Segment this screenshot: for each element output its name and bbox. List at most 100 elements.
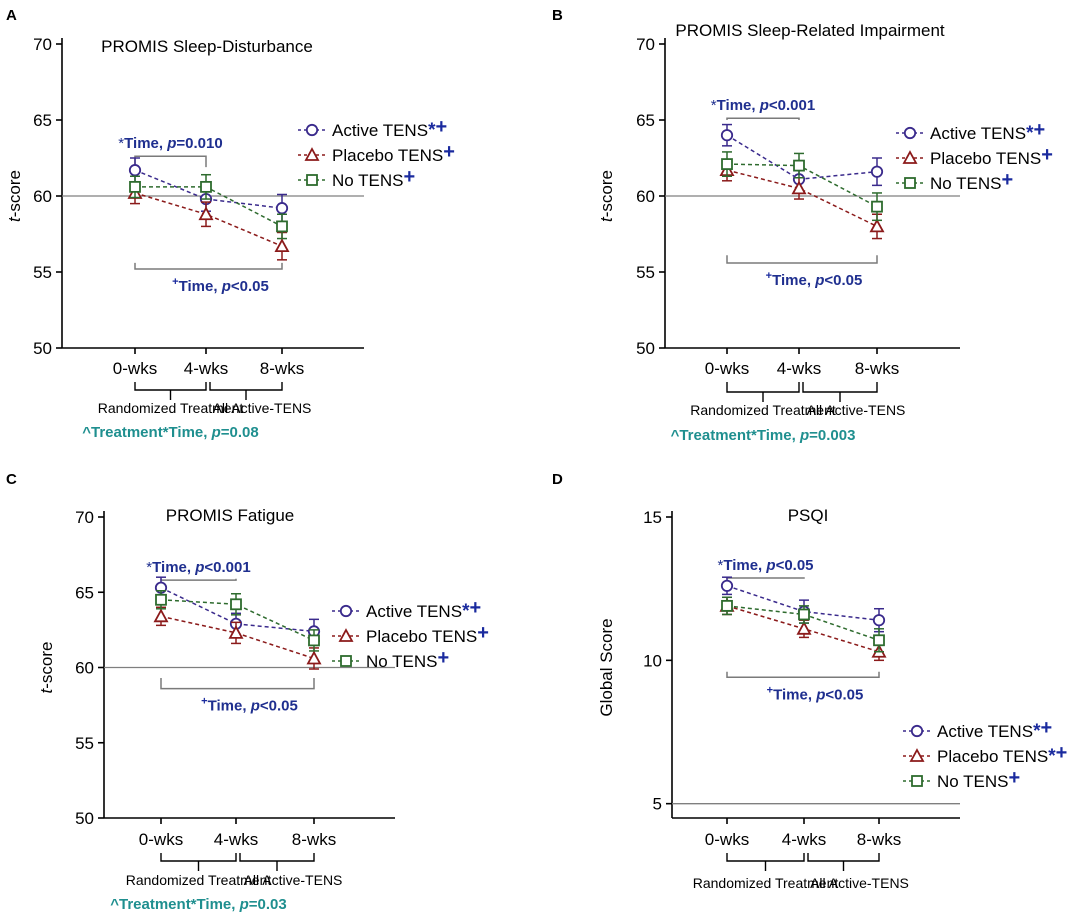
time-annotation-bottom: +Time, p<0.05 [201,696,298,715]
y-tick-label: 70 [75,508,94,527]
y-tick-label: 50 [636,339,655,358]
y-axis-label: t-score [37,642,56,694]
active-bracket [239,853,315,862]
legend-marker [911,775,923,787]
series-placebo [153,606,322,670]
randomized-bracket [726,382,800,393]
x-tick-label: 0-wks [139,830,183,849]
data-point-placebo [198,206,214,221]
time-annotation-value: <0.001 [769,97,815,114]
active-bracket [807,853,880,862]
legend-item-none: No TENS+ [896,169,1013,193]
legend-star: * [1048,746,1056,767]
legend-label: Placebo TENS+ [332,141,455,165]
legend-label: Active TENS*+ [366,597,481,622]
data-point-none [873,634,885,647]
x-tick-label: 8-wks [292,830,336,849]
series-line-active [726,134,878,181]
data-point-placebo [228,625,244,639]
time-annotation-label: Time, [723,557,766,574]
time-annotation-value: =0.010 [176,135,222,152]
data-point-placebo [306,650,322,665]
data-point-active [870,165,884,178]
time-annotation-p: p [194,559,204,576]
x-tick-label: 0-wks [113,359,157,378]
time-bracket-bottom [726,671,880,679]
y-axis-label: t-score [597,170,616,222]
panel-letter: B [552,7,563,24]
y-axis-label: t-score [5,170,24,222]
legend-plus: + [435,116,447,138]
randomized-treatment-label: Randomized Treatment [98,400,244,416]
y-tick-label: 5 [653,795,662,814]
interaction-text: ^Treatment*Time, [110,896,239,913]
time-annotation-prefix: * [146,559,152,576]
x-tick-label: 8-wks [855,359,899,378]
legend-label-text: Active TENS [937,722,1033,741]
panel-letter: C [6,471,17,488]
legend-item-none: No TENS+ [903,767,1020,791]
time-annotation-prefix: * [717,557,723,574]
x-tick-label: 0-wks [705,359,749,378]
legend-label: Placebo TENS*+ [937,742,1067,767]
legend-item-active: Active TENS*+ [896,119,1045,144]
interaction-text: ^Treatment*Time, [82,424,211,441]
time-annotation-p: p [221,278,231,295]
data-point-none [798,608,810,621]
all-active-tens-label: All Active-TENS [213,400,312,416]
legend-plus: + [438,647,450,669]
y-tick-label: 60 [33,187,52,206]
y-tick-label: 55 [636,263,655,282]
legend-marker [909,748,925,762]
legend-plus: + [469,597,481,619]
time-bracket-bottom [134,262,283,270]
legend-label: Placebo TENS+ [366,622,489,646]
series-line-placebo [134,192,283,247]
legend-label: No TENS+ [937,767,1020,791]
legend-label: No TENS+ [366,647,449,671]
interaction-annotation: ^Treatment*Time, p=0.03 [110,896,287,913]
y-tick-label: 55 [33,263,52,282]
panel-d: D PSQI Global Score 5 10 15 0-wks 4-wks 8-wks Ran… [552,471,1067,891]
data-point-active [128,164,142,177]
y-tick-label: 70 [33,35,52,54]
time-annotation-label: Time, [152,559,195,576]
legend-label-text: Placebo TENS [937,747,1048,766]
data-point-active [275,202,289,215]
time-annotation-label: Time, [124,135,167,152]
series-active [720,123,884,193]
y-tick-label: 60 [636,187,655,206]
all-active-tens-label: All Active-TENS [244,872,343,888]
legend-star: * [1026,123,1034,144]
data-point-none [871,200,883,213]
legend-marker [910,724,924,738]
legend-star: * [462,601,470,622]
time-annotation-top: *Time, p<0.001 [711,97,815,114]
time-annotation-label: Time, [179,278,222,295]
legend-marker [339,604,353,618]
time-annotation-value: <0.05 [260,698,298,715]
chart-title: PROMIS Fatigue [166,506,295,525]
time-annotation-p: p [250,698,260,715]
x-tick-label: 4-wks [777,359,821,378]
time-annotation-prefix: + [172,276,178,288]
time-annotation-value: <0.001 [204,559,250,576]
time-annotation-bottom: +Time, p<0.05 [172,276,269,295]
y-axis-label-text: -score [37,642,56,689]
time-annotation-label: Time, [717,97,760,114]
data-point-active [720,129,734,142]
time-annotation-p: p [166,135,176,152]
chart-title: PROMIS Sleep-Related Impairment [675,21,945,40]
legend-item-active: Active TENS*+ [903,717,1052,742]
y-tick-label: 50 [75,809,94,828]
randomized-bracket [134,382,207,391]
legend-item-none: No TENS+ [332,647,449,671]
legend-label-text: No TENS [366,652,438,671]
legend-label: No TENS+ [332,166,415,190]
legend-label-text: No TENS [332,171,404,190]
randomized-bracket [160,853,237,862]
time-annotation-label: Time, [772,272,815,289]
legend-plus: + [1056,742,1068,764]
y-axis-label-text: -score [5,170,24,217]
